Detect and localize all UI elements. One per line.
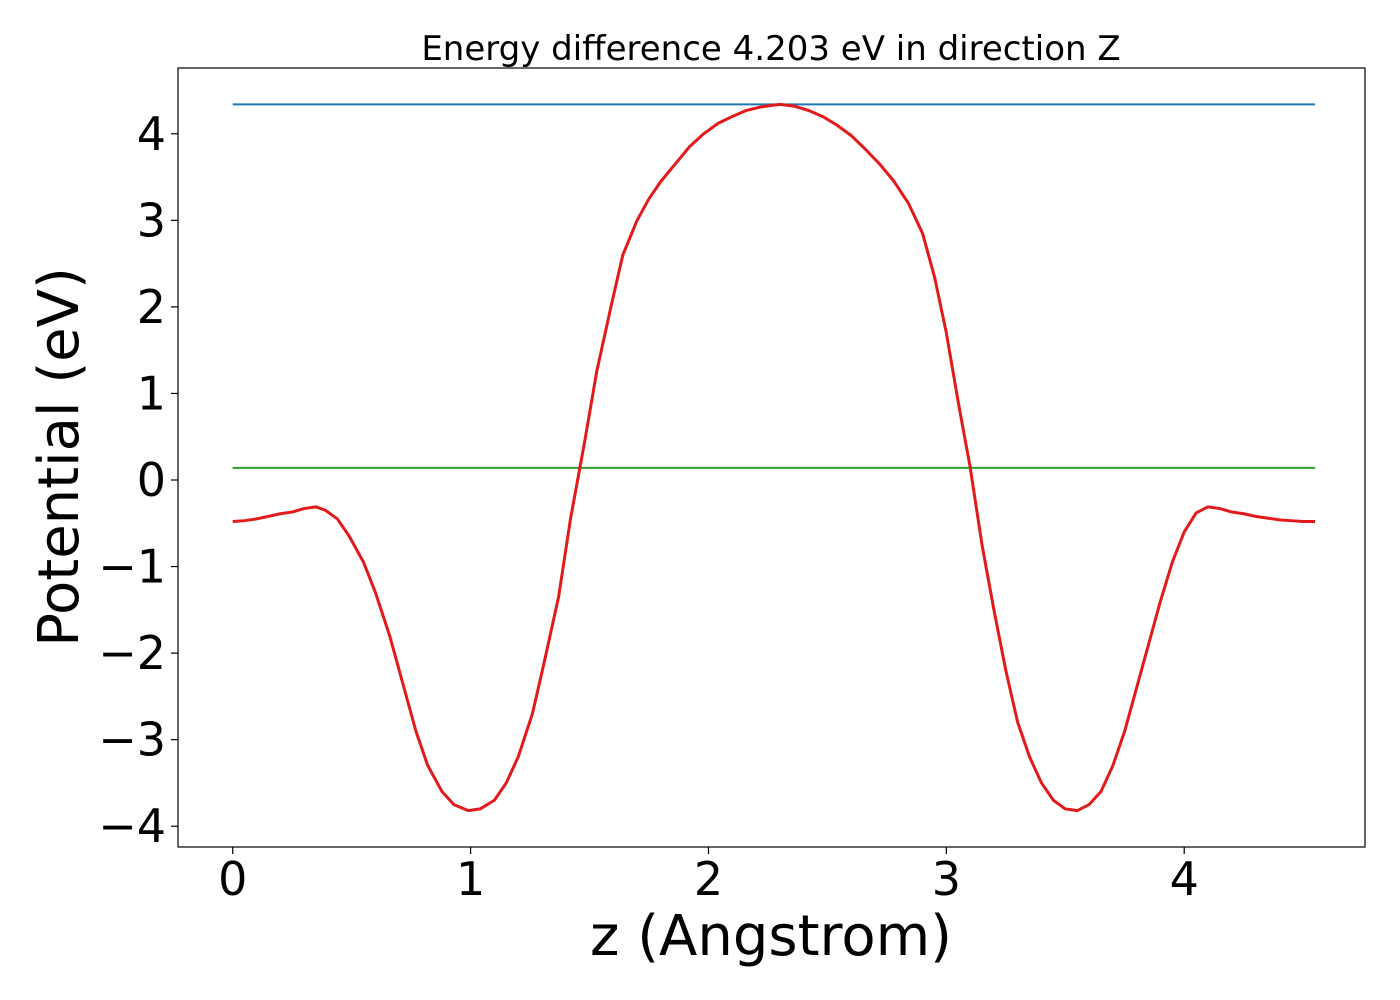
plot-background xyxy=(178,68,1365,847)
y-tick-label: −1 xyxy=(98,540,166,594)
y-tick-label: 1 xyxy=(137,366,166,420)
x-axis: 0 1 2 3 4 xyxy=(218,847,1199,906)
plot-frame xyxy=(177,67,1366,848)
chart-title: Energy difference 4.203 eV in direction … xyxy=(421,29,1120,69)
series-line-potential xyxy=(232,102,1316,813)
y-axis-label: Potential (eV) xyxy=(27,267,92,647)
plot-area xyxy=(177,67,1366,848)
x-tick-label: 0 xyxy=(218,852,247,906)
y-tick-label: −4 xyxy=(98,799,166,853)
x-tick-label: 2 xyxy=(694,852,723,906)
series-layer xyxy=(232,102,1316,813)
y-tick-label: 0 xyxy=(137,453,166,507)
y-tick-label: 2 xyxy=(137,280,166,334)
y-tick-label: −2 xyxy=(98,626,166,680)
x-tick-label: 4 xyxy=(1170,852,1199,906)
x-tick-label: 1 xyxy=(456,852,485,906)
y-tick-label: 3 xyxy=(137,193,166,247)
y-axis: −4 −3 −2 −1 0 1 2 3 4 xyxy=(98,107,178,853)
y-tick-label: 4 xyxy=(137,107,166,161)
x-tick-label: 3 xyxy=(932,852,961,906)
y-tick-label: −3 xyxy=(98,713,166,767)
x-axis-label: z (Angstrom) xyxy=(590,904,952,969)
